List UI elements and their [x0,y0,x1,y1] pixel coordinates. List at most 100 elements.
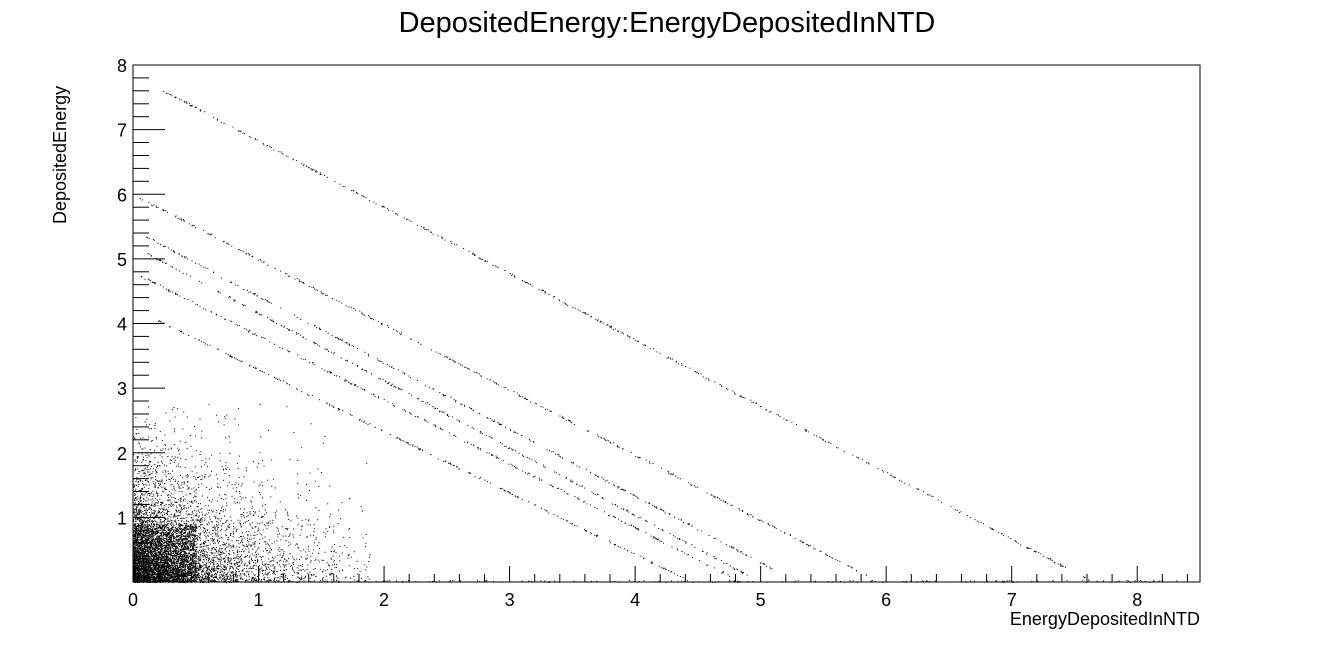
data-point [209,516,210,518]
data-point [309,577,311,579]
data-point [174,562,176,563]
data-point [185,517,187,519]
data-point [154,423,156,425]
data-point [314,560,316,562]
data-point [134,502,136,503]
data-point [178,577,179,579]
data-point [257,560,258,562]
data-point [166,578,167,580]
data-point [297,459,299,461]
data-point [225,462,227,464]
data-point [195,496,197,497]
data-point [348,527,350,529]
data-point [203,552,205,554]
data-point [133,527,135,529]
data-point [239,492,241,494]
data-point [223,468,224,470]
data-point [185,575,187,576]
data-point [202,564,204,566]
data-point [181,527,183,529]
data-point [221,579,222,581]
data-point [220,568,222,570]
data-point [200,479,202,480]
data-point [251,553,253,555]
data-point [197,577,199,579]
data-point [196,568,198,569]
data-point [255,556,257,558]
data-point [213,568,214,570]
data-point [181,580,183,581]
data-point [142,459,144,460]
data-point [303,549,305,551]
data-point [179,524,181,526]
data-point [161,568,163,570]
data-point [144,576,146,578]
data-point [261,567,263,569]
data-point [159,544,161,546]
data-point [227,572,229,574]
data-point [134,505,135,507]
data-point [185,475,187,477]
data-point [254,564,256,566]
data-point [279,578,281,580]
data-point [147,519,149,521]
data-point [205,575,207,577]
data-point [223,544,225,546]
data-point [169,571,171,573]
data-point [175,560,177,562]
data-point [154,516,156,518]
data-point [222,558,224,560]
data-point [299,578,301,580]
data-point [272,570,274,572]
data-point [301,578,302,580]
data-point [197,526,199,528]
data-point [160,557,162,559]
data-point [134,512,136,513]
data-point [183,411,185,413]
data-point [225,509,226,511]
data-point [168,497,170,498]
data-point [286,578,288,579]
data-point [214,552,216,554]
data-point [162,448,164,450]
data-point [145,521,147,523]
data-point [238,575,240,577]
data-point [262,529,264,531]
data-point [173,550,175,552]
data-point [206,496,208,498]
data-point [252,567,254,569]
data-point [187,475,189,477]
data-point [219,460,221,462]
data-point [311,574,313,576]
data-point [144,479,146,481]
data-point [139,490,141,492]
data-point [359,570,361,572]
data-point [149,556,151,558]
data-point [229,526,231,528]
data-point [184,542,186,544]
data-point [212,559,214,561]
data-point [157,480,159,482]
data-point [170,519,172,521]
data-point [231,566,233,567]
data-point [166,521,168,523]
data-point [188,557,189,559]
data-point [242,535,244,537]
data-point [166,561,168,562]
data-point [175,515,177,517]
data-point [258,510,260,512]
data-point [232,530,234,532]
data-point [269,552,271,554]
data-point [204,515,206,517]
data-point [168,563,170,565]
data-point [159,566,161,568]
data-point [195,567,197,569]
data-point [196,539,198,540]
data-point [176,511,178,513]
data-point [262,569,264,571]
data-point [213,565,215,567]
data-point [334,544,335,546]
data-point [150,550,152,551]
data-point [164,518,166,519]
data-point [307,524,309,526]
